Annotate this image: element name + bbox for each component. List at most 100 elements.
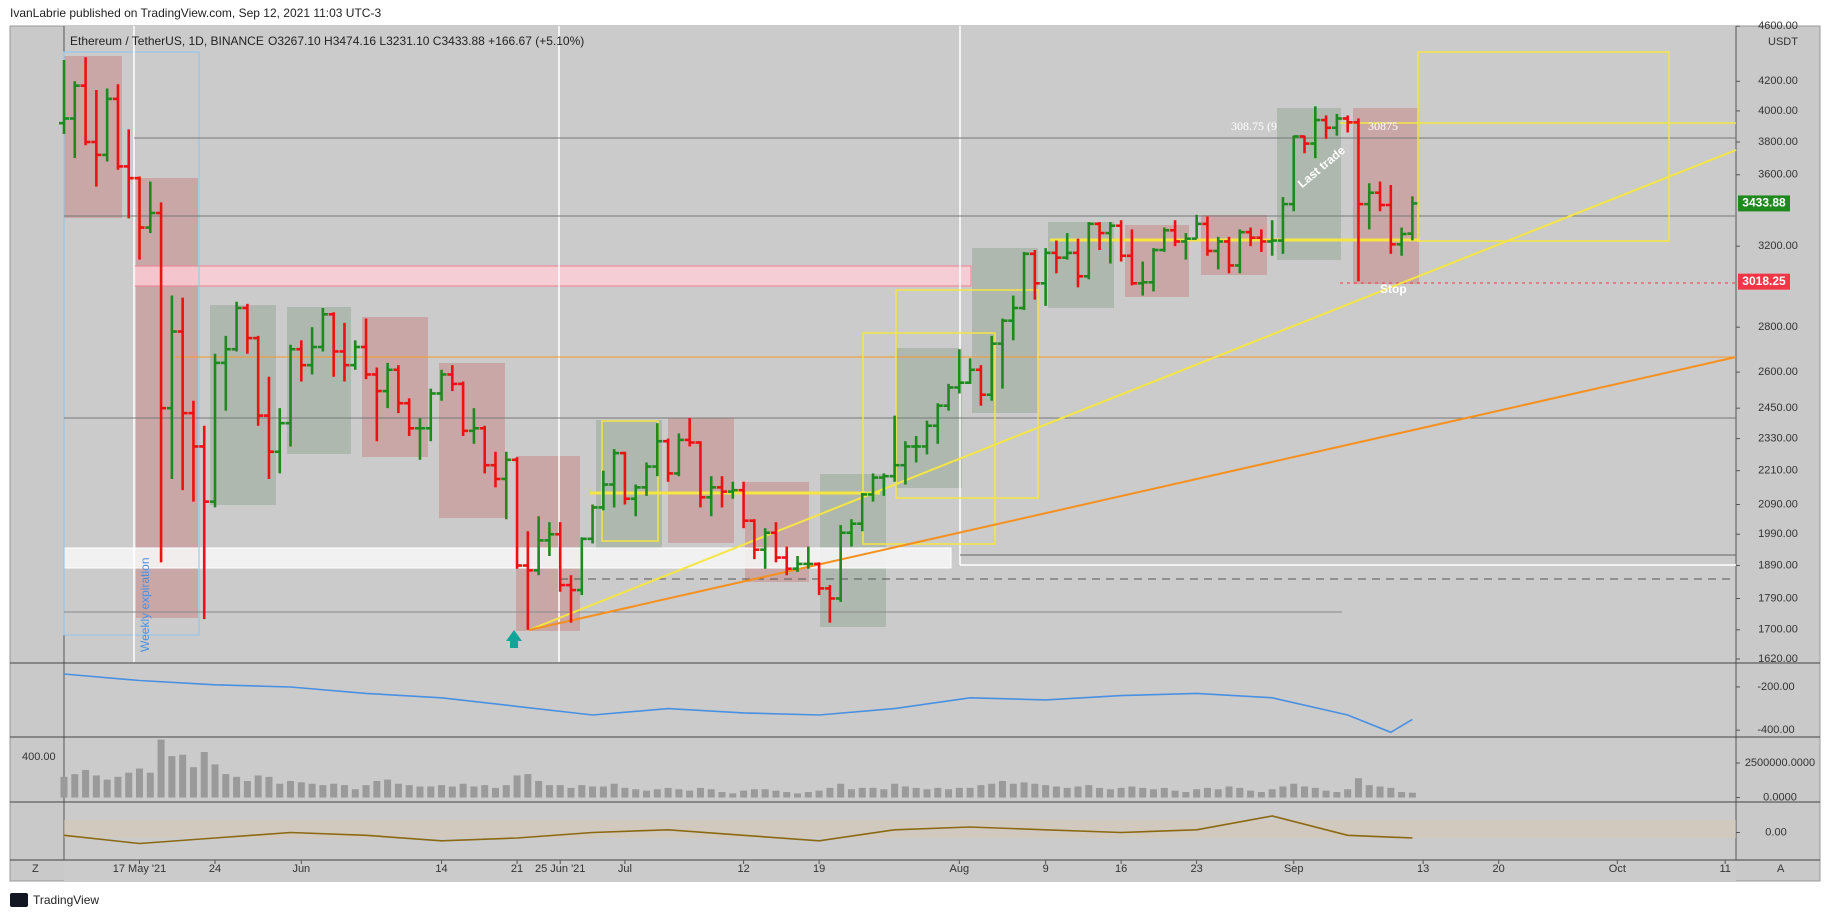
volume-bar <box>847 789 855 798</box>
volume-bar <box>222 774 230 798</box>
y-tick-label: 4200.00 <box>1758 75 1798 87</box>
volume-bar <box>1182 792 1190 798</box>
y-tick-label: -200.00 <box>1757 681 1794 693</box>
y-tick-label: -400.00 <box>1757 724 1794 736</box>
volume-bar <box>189 767 197 798</box>
volume-bar <box>1268 789 1276 798</box>
volume-bar <box>837 783 845 798</box>
zone <box>1125 225 1189 297</box>
x-tick-label: 17 May '21 <box>113 863 166 875</box>
volume-bar <box>168 756 176 798</box>
volume-bar <box>988 783 996 798</box>
volume-bar <box>1344 789 1352 798</box>
zone <box>439 363 505 518</box>
corner-button[interactable]: A <box>1777 863 1785 875</box>
volume-bar <box>826 787 834 798</box>
volume-bar <box>491 787 499 798</box>
y-tick-label: 3200.00 <box>1758 240 1798 252</box>
box <box>895 289 1039 499</box>
volume-bar <box>998 780 1006 798</box>
volume-bar <box>459 783 467 798</box>
zone <box>287 307 351 454</box>
volume-bar <box>438 785 446 798</box>
volume-bar <box>1031 783 1039 798</box>
volume-bar <box>1387 787 1395 798</box>
volume-bar <box>82 769 90 798</box>
price-mark <box>1738 195 1790 212</box>
volume-bar <box>1128 786 1136 798</box>
volume-bar <box>664 787 672 798</box>
y-tick-label: 3800.00 <box>1758 136 1798 148</box>
volume-bar <box>912 787 920 798</box>
annotation: Weekly expiration <box>138 558 152 653</box>
y-tick-label: 2210.00 <box>1758 465 1798 477</box>
volume-bar <box>955 787 963 798</box>
volume-bar <box>524 774 532 798</box>
volume-bar <box>1171 790 1179 798</box>
volume-bar <box>1160 787 1168 798</box>
x-tick-label: 25 Jun '21 <box>535 863 585 875</box>
box <box>63 51 200 636</box>
volume-bar <box>535 780 543 798</box>
volume-bar <box>643 790 651 798</box>
x-tick-label: Jul <box>618 863 632 875</box>
volume-bar <box>1096 787 1104 798</box>
y-tick-label: 1990.00 <box>1758 528 1798 540</box>
volume-bar <box>761 789 769 798</box>
y-tick-label: 1700.00 <box>1758 624 1798 636</box>
volume-bar <box>146 772 154 798</box>
header: IvanLabrie published on TradingView.com,… <box>10 6 381 20</box>
volume-bar <box>1074 786 1082 798</box>
volume-bar <box>1290 783 1298 798</box>
price-mark <box>1738 273 1790 290</box>
volume-bar <box>265 776 273 798</box>
volume-bar <box>815 790 823 798</box>
y-tick-label: 2500000.0000 <box>1745 757 1815 769</box>
x-tick-label: 11 <box>1720 863 1731 875</box>
x-tick-label: 23 <box>1191 863 1203 875</box>
volume-bar <box>729 793 737 798</box>
volume-bar <box>610 783 618 798</box>
box <box>601 420 659 542</box>
arrow-up <box>506 630 522 648</box>
volume-bar <box>880 789 888 798</box>
volume-bar <box>945 789 953 798</box>
volume-bar <box>340 785 348 798</box>
y-tick-label: 4000.00 <box>1758 105 1798 117</box>
corner-button[interactable]: Z <box>32 863 39 875</box>
x-tick-label: Jun <box>292 863 310 875</box>
volume-bar <box>1376 786 1384 798</box>
annotation: Stop <box>1380 282 1407 296</box>
volume-bar <box>319 785 327 798</box>
volume-bar <box>1247 790 1255 798</box>
y-tick-label: 2330.00 <box>1758 433 1798 445</box>
volume-bar <box>772 790 780 798</box>
volume-bar <box>750 789 758 798</box>
volume-bar <box>157 739 165 798</box>
volume-bar <box>351 789 359 798</box>
y-tick-label: 4600.00 <box>1758 20 1798 32</box>
annotation: 308.75 (9 <box>1231 119 1277 133</box>
y-tick-label: 2800.00 <box>1758 321 1798 333</box>
zone <box>362 317 428 457</box>
volume-bar <box>718 792 726 798</box>
volume-bar <box>103 779 111 798</box>
logo <box>10 893 28 907</box>
oscillator-line <box>63 815 1413 845</box>
x-tick-label: 19 <box>813 863 825 875</box>
volume-bar <box>653 789 661 798</box>
plot-bg <box>64 26 1736 881</box>
x-tick-label: Aug <box>950 863 970 875</box>
volume-bar <box>179 754 187 798</box>
volume-bar <box>1333 792 1341 798</box>
volume-bar <box>1085 785 1093 798</box>
volume-bar <box>1279 786 1287 798</box>
volume-bar <box>1117 787 1125 798</box>
volume-bar <box>92 775 100 798</box>
volume-bar <box>923 789 931 798</box>
annotation: 30875 <box>1368 119 1398 133</box>
x-tick-label: 16 <box>1115 863 1127 875</box>
x-tick-label: 21 <box>511 863 523 875</box>
